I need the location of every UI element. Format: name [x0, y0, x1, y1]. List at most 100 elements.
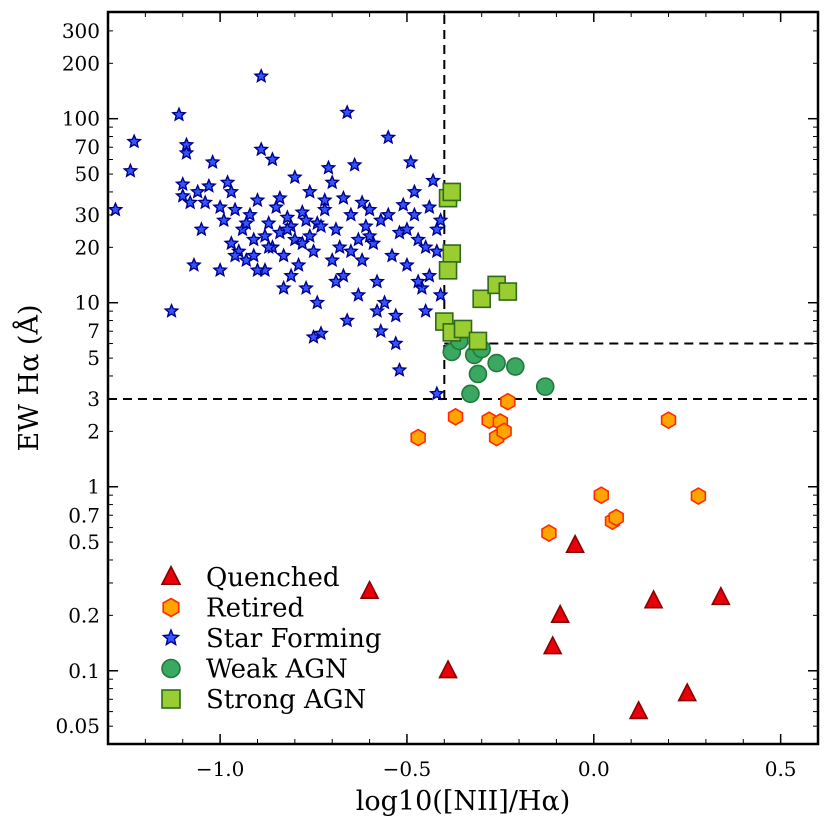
point-star [298, 279, 314, 295]
point-triangle [643, 589, 664, 609]
axis-ticks: −1.0 −0.5 0.0 0.5 0.05 0.1 0.2 0.5 0.7 1 2 3 5 7 10 20 3… [55, 12, 819, 781]
point-star [324, 174, 341, 190]
point-square [442, 182, 462, 202]
point-star [387, 335, 404, 351]
legend-marker-triangle [160, 564, 182, 586]
point-star [298, 212, 314, 228]
point-star [294, 235, 311, 251]
point-star [245, 247, 262, 263]
point-star [163, 302, 180, 318]
point-star [342, 243, 359, 259]
legend-label: Retired [206, 594, 304, 624]
point-circle [506, 357, 525, 376]
point-star [421, 267, 438, 283]
point-star [395, 196, 412, 212]
series-star-forming [107, 67, 449, 401]
legend-item-retired: Retired [162, 594, 304, 624]
y-tick-label: 1 [87, 475, 100, 499]
point-star [227, 247, 243, 263]
y-tick-label: 200 [62, 51, 100, 75]
y-tick-label: 30 [75, 203, 100, 227]
y-tick-label: 0.2 [68, 603, 100, 627]
legend-marker-square [161, 689, 181, 709]
point-square [438, 261, 458, 280]
legend-item-quenched: Quenched [160, 563, 340, 593]
point-square [453, 319, 473, 339]
x-tick-label: −0.5 [383, 757, 432, 781]
point-star [200, 177, 217, 193]
point-star [212, 261, 229, 278]
point-triangle [711, 586, 731, 606]
y-tick-label: 2 [87, 419, 100, 443]
point-star [350, 231, 367, 247]
legend-marker-circle [161, 658, 181, 679]
point-star [432, 286, 449, 302]
y-tick-label: 0.5 [68, 530, 100, 554]
point-star [204, 153, 221, 169]
point-star [406, 206, 423, 222]
point-triangle [359, 579, 380, 600]
point-star [421, 198, 438, 215]
point-hexagon [690, 487, 707, 505]
x-tick-label: −1.0 [196, 757, 245, 781]
point-star [324, 251, 341, 268]
point-star [223, 235, 240, 251]
point-star [268, 198, 285, 215]
point-star [305, 243, 322, 259]
point-star [171, 106, 187, 122]
point-star [339, 312, 356, 328]
point-star [384, 247, 400, 263]
point-triangle [677, 682, 698, 702]
point-star [249, 261, 266, 278]
point-star [264, 151, 281, 167]
legend-item-strong-agn: Strong AGN [161, 685, 366, 715]
point-star [354, 194, 371, 210]
point-square [498, 282, 518, 301]
y-tick-label: 300 [62, 19, 100, 43]
point-star [372, 322, 389, 338]
point-star [107, 201, 124, 217]
point-star [357, 218, 374, 234]
point-star [391, 361, 408, 377]
y-tick-label: 0.7 [68, 503, 100, 527]
point-hexagon [608, 508, 624, 527]
point-star [271, 189, 288, 205]
point-star [406, 183, 423, 199]
point-star [193, 221, 210, 237]
point-star [428, 243, 445, 259]
point-hexagon [660, 411, 677, 430]
point-star [335, 267, 352, 283]
point-star [331, 238, 348, 255]
point-star [301, 183, 318, 199]
legend-label: Weak AGN [206, 655, 348, 685]
legend-label: Strong AGN [206, 685, 366, 715]
point-hexagon [541, 524, 557, 543]
y-tick-label: 3 [87, 387, 100, 411]
point-star [376, 294, 393, 310]
point-hexagon [496, 422, 512, 441]
point-circle [487, 353, 506, 373]
point-star [260, 238, 277, 255]
point-star [316, 201, 333, 217]
point-star [178, 144, 195, 160]
data-points [107, 67, 731, 720]
point-square [442, 244, 462, 263]
point-star [219, 174, 236, 190]
point-star [350, 286, 367, 302]
x-tick-label: 0.0 [578, 757, 610, 781]
series-strong-agn [435, 182, 518, 351]
plot-frame [106, 10, 820, 746]
point-circle [461, 384, 480, 404]
point-star [417, 302, 434, 318]
point-star [369, 302, 385, 318]
point-star [305, 328, 322, 344]
point-star [189, 183, 206, 199]
point-star [238, 215, 255, 231]
point-star [425, 172, 442, 188]
point-star [342, 206, 359, 222]
point-star [399, 256, 415, 272]
point-triangle [542, 635, 563, 655]
point-star [275, 279, 292, 295]
point-star [257, 227, 273, 243]
